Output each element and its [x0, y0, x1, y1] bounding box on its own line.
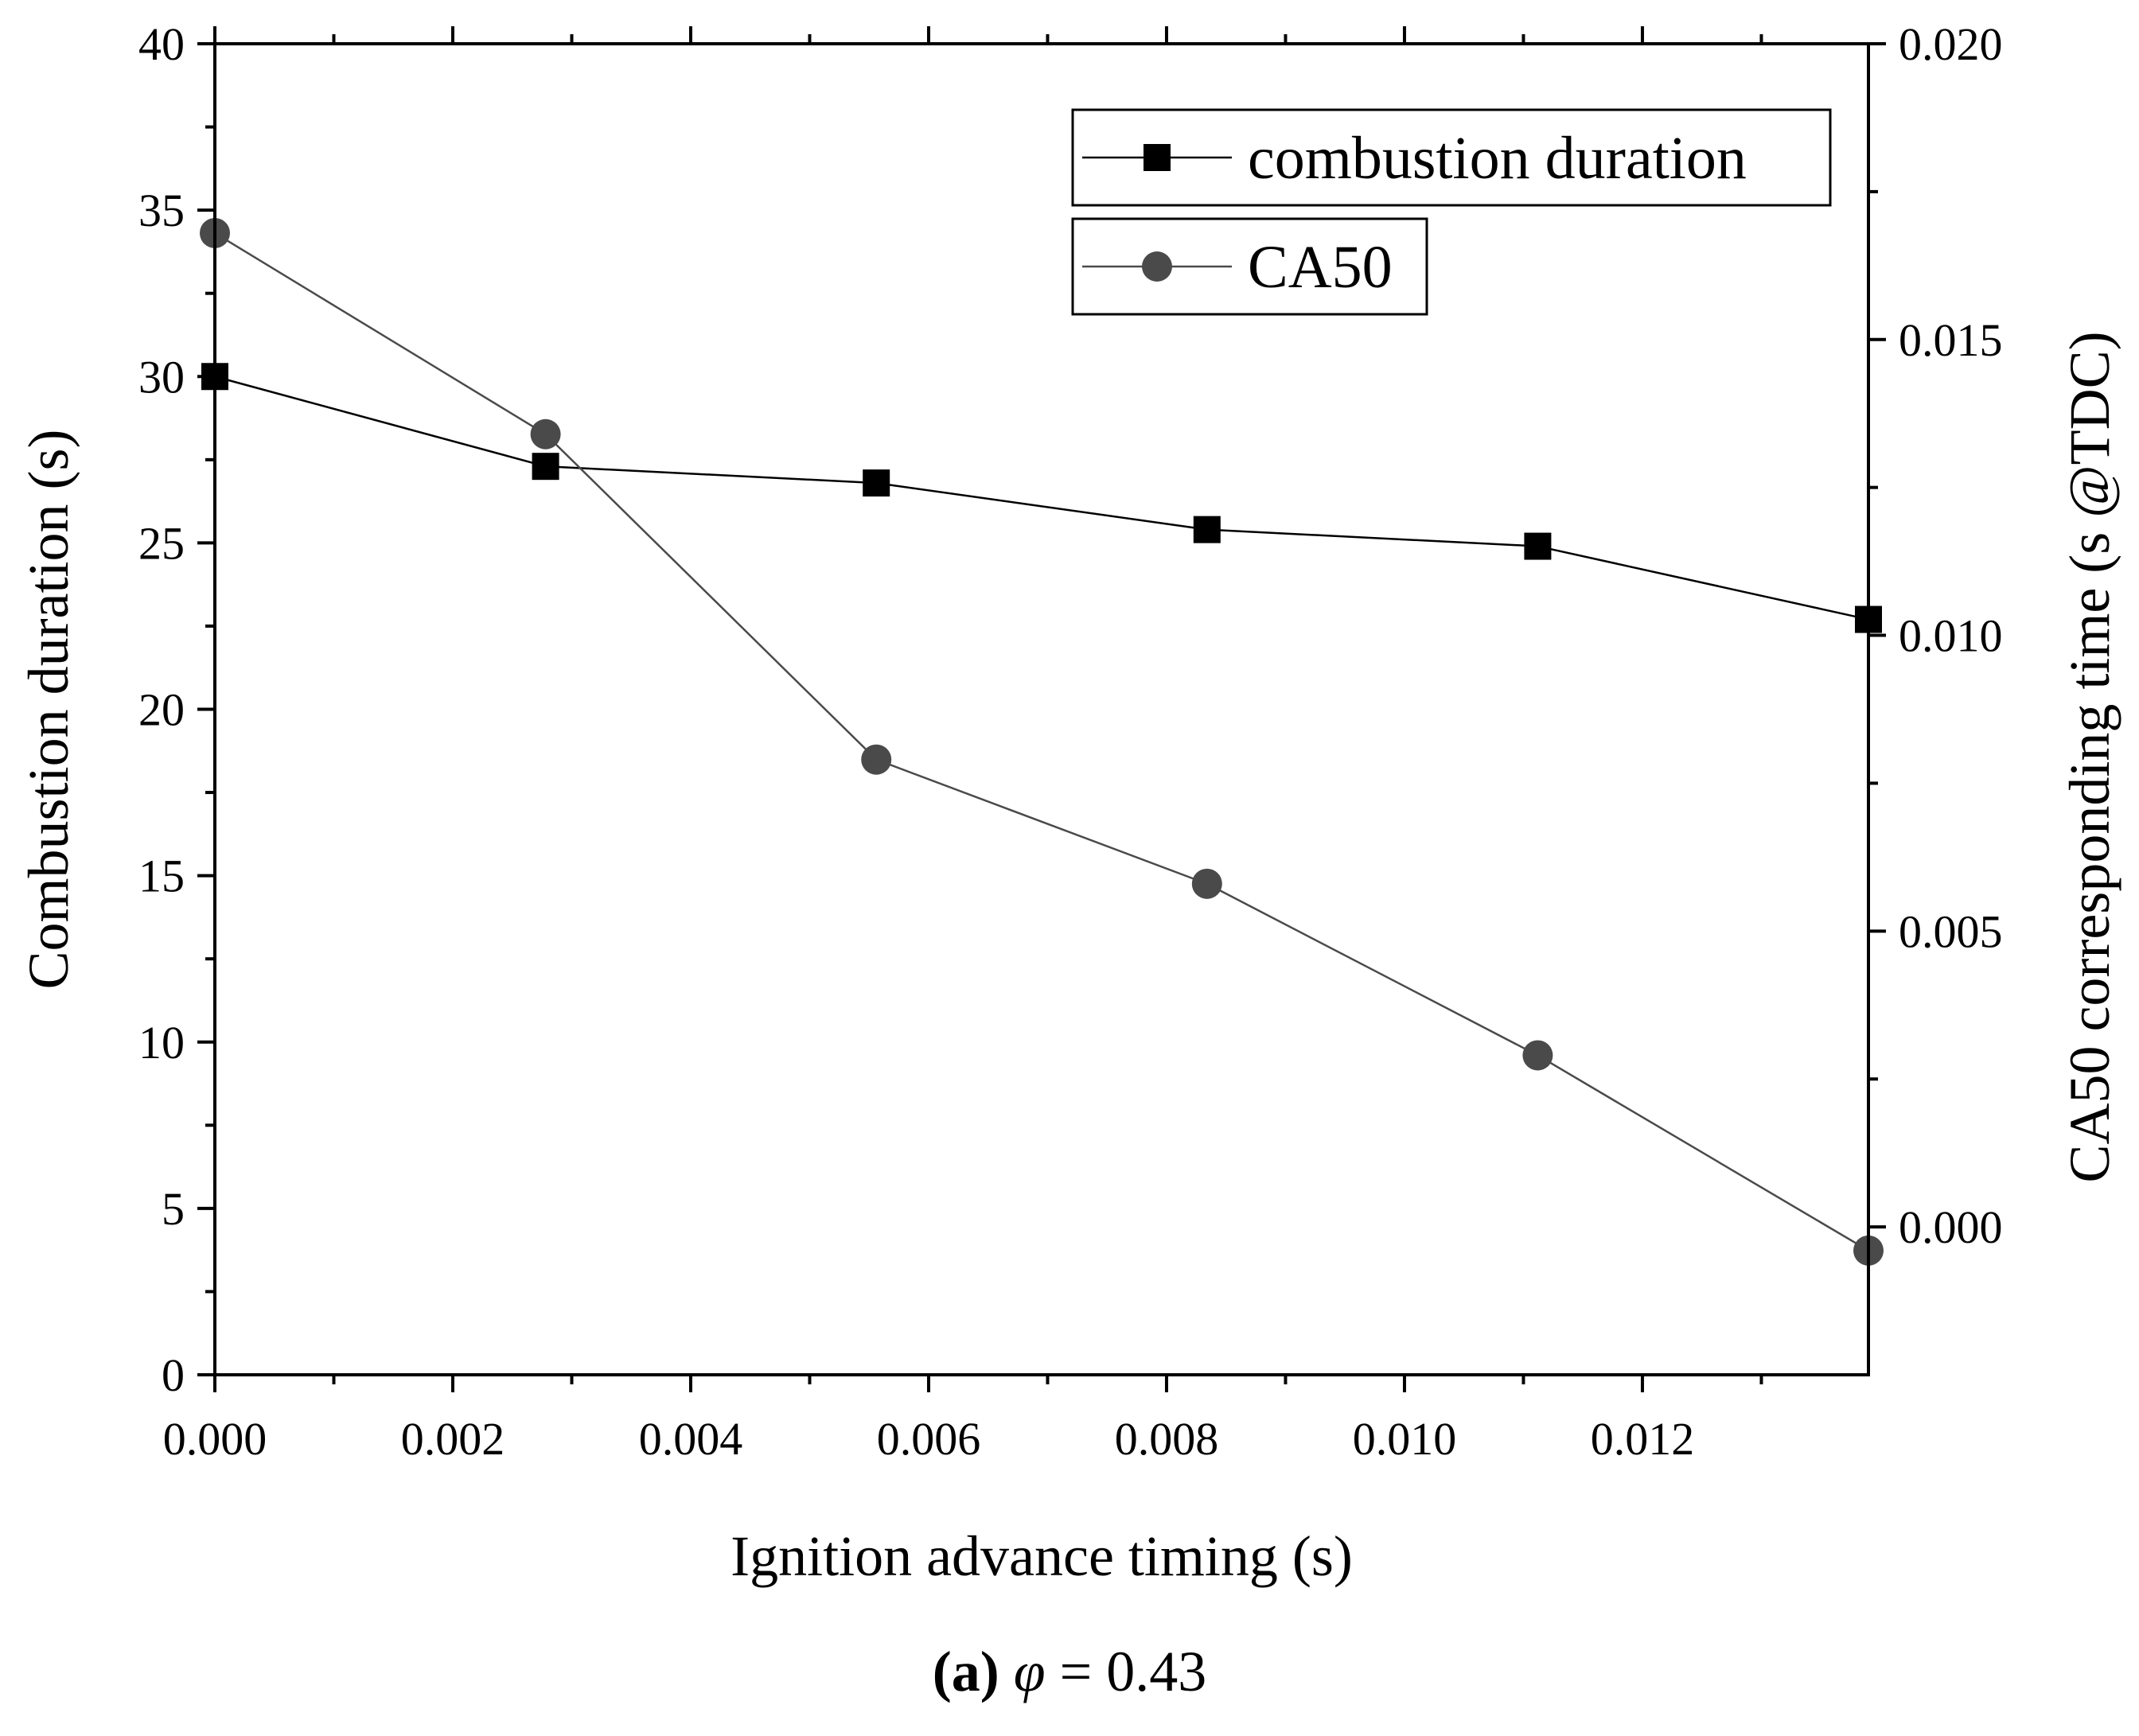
caption-symbol: φ: [1013, 1640, 1046, 1703]
ca50-point: [1522, 1040, 1553, 1071]
combustion-duration-point: [1524, 532, 1552, 560]
y-tick-label: 15: [138, 850, 185, 902]
legend-marker: [1144, 144, 1171, 171]
y-tick-label: 0: [162, 1349, 185, 1401]
combustion-duration-line: [214, 376, 1869, 621]
series-layer: [200, 217, 1884, 1266]
axis-labels: Ignition advance timing (s) Combustion d…: [17, 331, 2121, 1588]
x-tick-label: 0.008: [1115, 1413, 1219, 1465]
ca50-point: [861, 744, 892, 775]
axis-ticks: 0.000 0.002 0.004 0.006 0.008 0.010 0.012 0 5 10 1…: [138, 18, 2003, 1465]
plot-frame: [213, 42, 1870, 1376]
caption-label: (a): [932, 1640, 999, 1703]
y-tick-label: 30: [138, 351, 185, 403]
x-tick-label: 0.004: [639, 1413, 743, 1465]
plot-border: [213, 42, 1870, 1376]
combustion-duration-point: [1193, 516, 1221, 543]
y-tick-label: 10: [138, 1017, 185, 1068]
y-tick-label: 5: [162, 1183, 185, 1235]
x-tick-label: 0.010: [1353, 1413, 1457, 1465]
x-axis-title: Ignition advance timing (s): [731, 1524, 1353, 1588]
y2-tick-label: 0.015: [1899, 314, 2003, 366]
y2-tick-label: 0.000: [1899, 1201, 2003, 1253]
y2-tick-label: 0.010: [1899, 610, 2003, 662]
y-tick-label: 20: [138, 684, 185, 736]
x-tick-label: 0.012: [1591, 1413, 1695, 1465]
x-tick-label: 0.000: [163, 1413, 267, 1465]
combustion-duration-point: [863, 469, 890, 497]
legend-label: CA50: [1248, 234, 1393, 301]
y2-tick-label: 0.020: [1899, 18, 2003, 70]
y2-axis-title: CA50 corresponding time (s @TDC): [2058, 331, 2121, 1182]
legend-marker: [1142, 251, 1172, 282]
legend-label: combustion duration: [1248, 125, 1747, 192]
legend-item-combustion-duration: combustion duration: [1071, 108, 1832, 207]
x-tick-label: 0.002: [401, 1413, 505, 1465]
legend: combustion duration CA50: [1071, 108, 1832, 316]
x-tick-label: 0.006: [877, 1413, 981, 1465]
y-tick-label: 40: [138, 18, 185, 70]
y-tick-label: 25: [138, 517, 185, 569]
legend-item-ca50: CA50: [1071, 217, 1428, 316]
ca50-point: [1191, 868, 1222, 899]
combustion-duration-point: [532, 453, 559, 481]
figure-caption: (a) φ = 0.43: [0, 1639, 2139, 1705]
ca50-line: [214, 232, 1869, 1251]
caption-expression: = 0.43: [1045, 1640, 1207, 1703]
y-tick-label: 35: [138, 185, 185, 236]
ca50-point: [530, 418, 561, 450]
y-axis-title: Combustion duration (s): [17, 430, 80, 990]
y2-tick-label: 0.005: [1899, 905, 2003, 957]
